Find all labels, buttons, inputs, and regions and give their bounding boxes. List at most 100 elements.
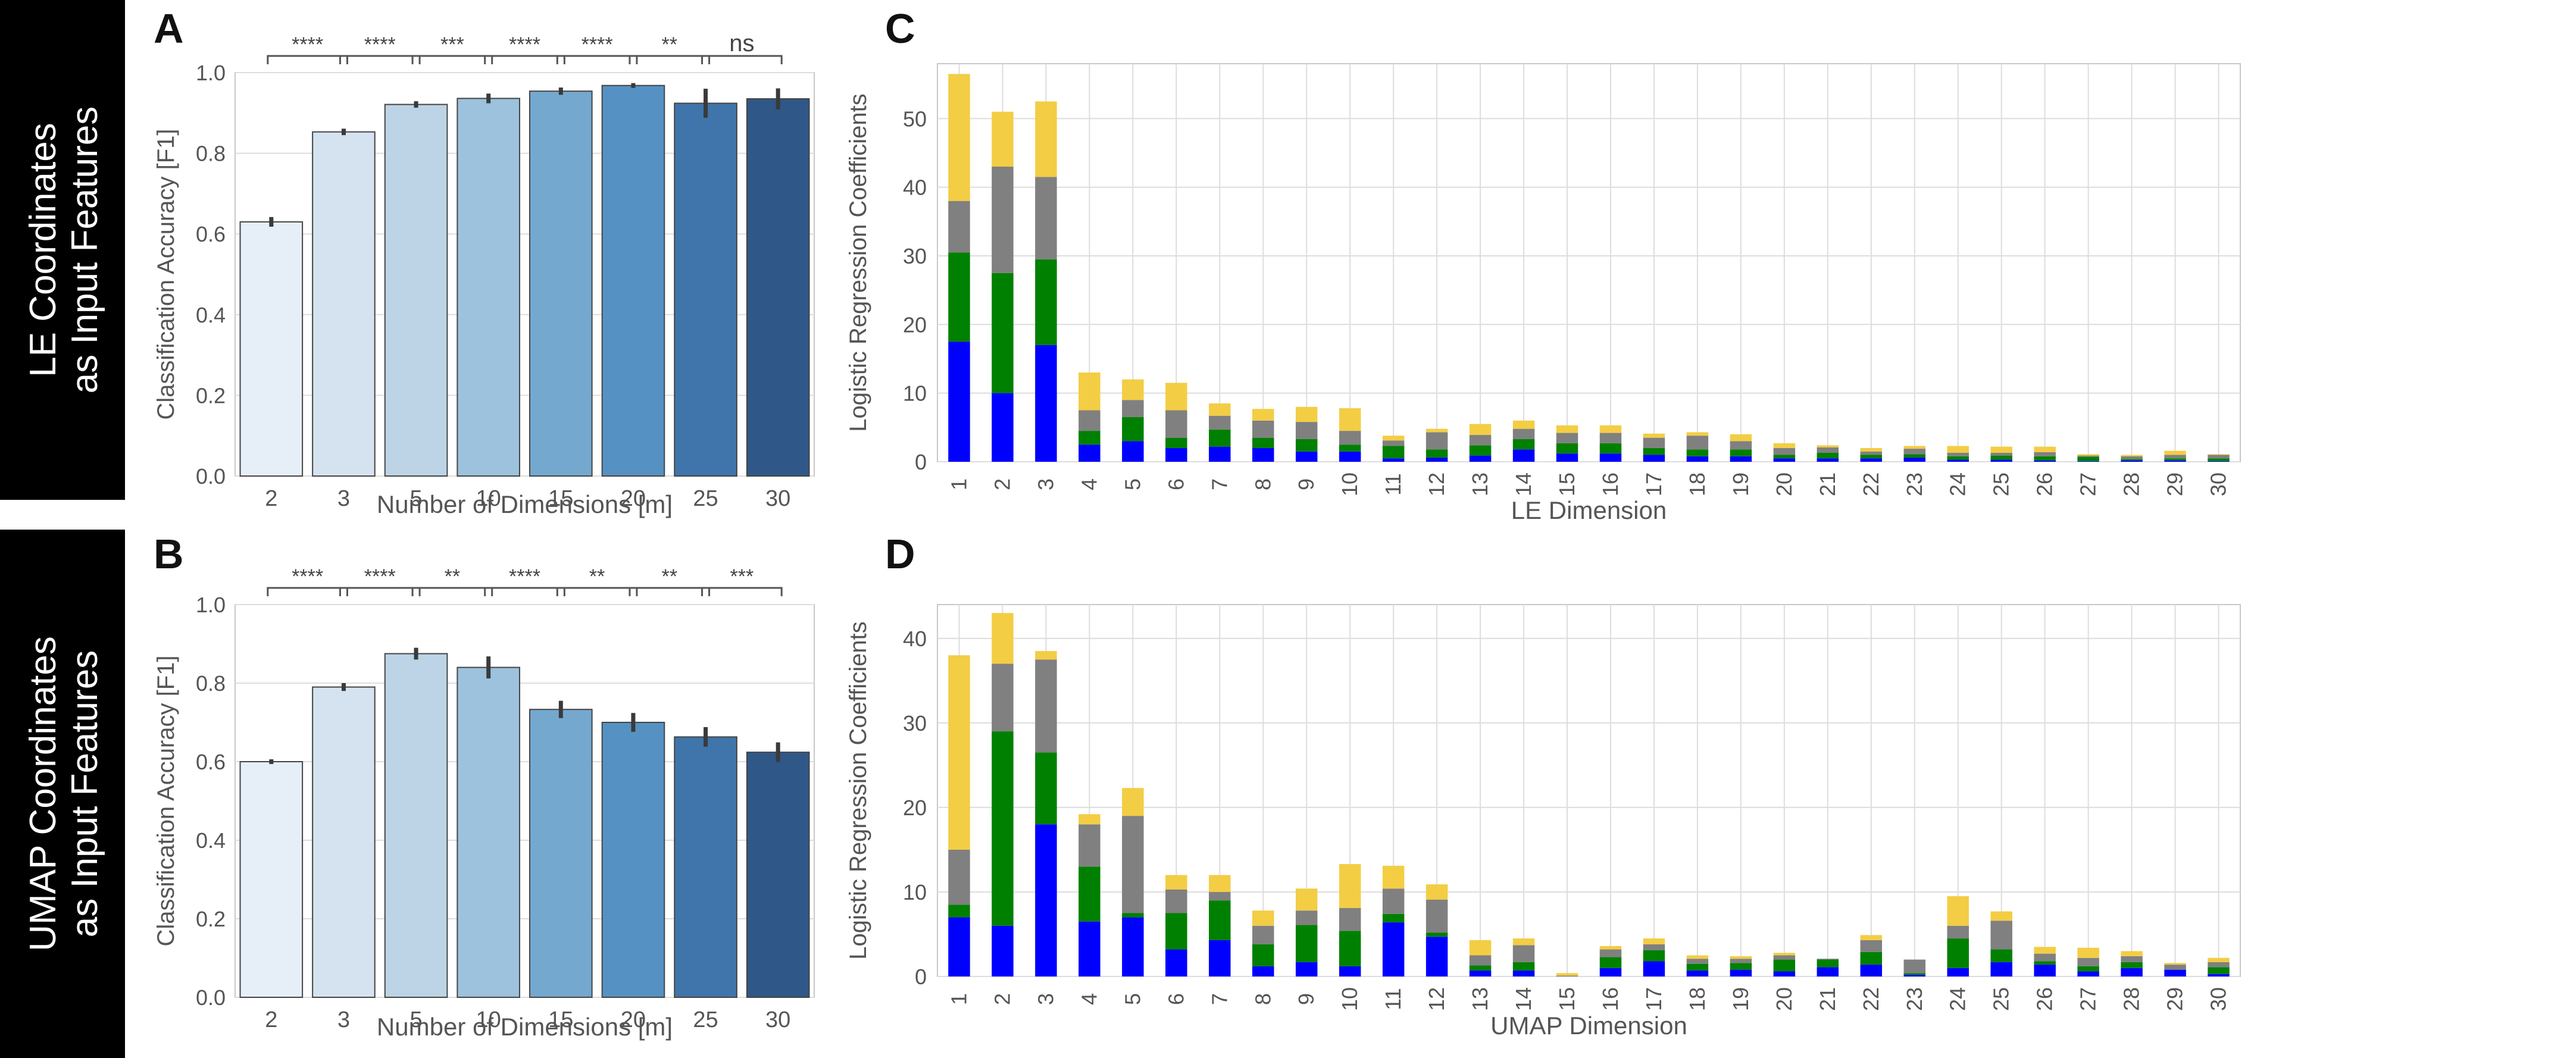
bar-segment-c-green-17	[1643, 447, 1665, 455]
bar-segment-c-blue-13	[1469, 455, 1492, 462]
bar-segment-c-gray-23	[1903, 449, 1925, 455]
bar-segment-d-green-12	[1425, 932, 1448, 937]
significance-bracket-b-2	[411, 587, 493, 596]
side-panel-umap	[0, 530, 125, 1058]
bar-segment-d-green-10	[1339, 931, 1361, 966]
bar-segment-c-green-9	[1295, 439, 1318, 452]
bar-segment-c-gray-10	[1339, 431, 1361, 445]
bar-segment-d-gray-27	[2077, 957, 2099, 966]
bar-segment-c-green-19	[1730, 449, 1752, 456]
bar-segment-d-yellow-26	[2034, 947, 2056, 954]
bar-segment-d-gray-13	[1469, 955, 1492, 966]
bar-segment-c-yellow-2	[992, 111, 1014, 167]
bar-segment-d-green-26	[2034, 961, 2056, 965]
bar-segment-d-green-4	[1078, 866, 1101, 922]
bar-a-10	[457, 98, 520, 477]
bar-segment-c-green-4	[1078, 431, 1101, 445]
bar-a-30	[746, 98, 810, 477]
side-label-umap-line2: as Input Features	[64, 650, 105, 938]
bar-segment-d-blue-30	[2208, 974, 2230, 976]
y-tick-label-c: 10	[903, 381, 927, 406]
bar-segment-c-blue-7	[1209, 446, 1231, 462]
bar-b-5	[384, 653, 448, 998]
bar-segment-c-blue-17	[1643, 455, 1665, 462]
bar-segment-c-gray-17	[1643, 437, 1665, 448]
bar-segment-c-blue-22	[1860, 458, 1883, 462]
plot-frame-c	[937, 63, 2241, 462]
bar-segment-c-gray-5	[1122, 400, 1144, 418]
x-tick-label-d: 14	[1511, 987, 1536, 1011]
bar-segment-c-gray-19	[1730, 441, 1752, 450]
x-axis-label-a: Number of Dimensions [m]	[377, 490, 673, 518]
bar-b-25	[674, 736, 737, 998]
significance-label-a-1: ****	[364, 33, 396, 56]
significance-label-b-0: ****	[292, 565, 323, 588]
x-tick-label-c: 30	[2206, 472, 2231, 496]
plot-frame-d	[937, 604, 2241, 977]
bar-segment-c-green-26	[2034, 456, 2056, 461]
x-tick-label-c: 6	[1164, 478, 1188, 490]
side-label-le-line1: LE Coordinates	[23, 123, 64, 377]
bar-segment-d-yellow-8	[1252, 910, 1274, 926]
x-tick-label-d: 8	[1251, 993, 1275, 1005]
bar-segment-c-green-12	[1425, 449, 1448, 458]
bar-segment-d-gray-9	[1295, 910, 1318, 925]
y-tick-label-a: 0.0	[196, 464, 226, 489]
bar-segment-d-yellow-24	[1947, 896, 1969, 926]
x-axis-label-c: LE Dimension	[1511, 496, 1667, 524]
bar-segment-d-yellow-9	[1295, 888, 1318, 911]
bar-segment-d-blue-11	[1382, 922, 1405, 976]
bar-segment-d-yellow-4	[1078, 814, 1101, 825]
x-tick-label-a: 15	[548, 486, 573, 511]
y-tick-label-b: 0.2	[196, 907, 226, 931]
bar-segment-c-blue-28	[2121, 460, 2143, 462]
bar-segment-c-yellow-10	[1339, 408, 1361, 431]
bar-segment-c-yellow-26	[2034, 446, 2056, 452]
bar-segment-d-gray-17	[1643, 944, 1665, 950]
bar-segment-c-green-30	[2208, 458, 2230, 461]
x-tick-label-c: 8	[1251, 478, 1275, 490]
x-tick-label-c: 2	[990, 478, 1014, 490]
significance-label-a-3: ****	[509, 33, 540, 56]
x-tick-label-c: 1	[946, 478, 971, 490]
bar-segment-d-yellow-3	[1035, 651, 1057, 660]
side-panel-le	[0, 0, 125, 500]
x-tick-label-d: 5	[1120, 993, 1145, 1005]
bar-segment-c-yellow-11	[1382, 436, 1405, 441]
significance-bracket-b-1	[339, 587, 421, 596]
significance-bracket-b-3	[484, 587, 565, 596]
bar-segment-d-blue-20	[1773, 971, 1796, 976]
bar-segment-c-gray-4	[1078, 410, 1101, 431]
bar-segment-d-gray-26	[2034, 953, 2056, 962]
bar-segment-d-blue-7	[1209, 940, 1231, 976]
bar-segment-d-green-14	[1512, 962, 1535, 971]
bar-segment-d-green-16	[1599, 957, 1622, 968]
bar-b-20	[601, 722, 665, 998]
bar-segment-c-green-20	[1773, 455, 1796, 459]
bar-segment-d-green-21	[1817, 959, 1839, 968]
bar-segment-c-yellow-1	[948, 74, 970, 201]
x-tick-label-a: 2	[265, 486, 277, 511]
x-tick-label-d: 17	[1642, 987, 1666, 1011]
x-tick-label-d: 9	[1294, 993, 1318, 1005]
bar-segment-d-blue-8	[1252, 966, 1274, 976]
significance-bracket-b-0	[267, 587, 348, 596]
bar-segment-c-blue-8	[1252, 447, 1274, 462]
bar-segment-d-yellow-20	[1773, 953, 1796, 956]
x-tick-label-d: 3	[1033, 993, 1058, 1005]
side-label-le: LE Coordinates as Input Features	[23, 107, 105, 394]
bar-segment-d-blue-27	[2077, 971, 2099, 976]
x-tick-label-c: 3	[1033, 478, 1058, 490]
panel-letter-c: C	[885, 5, 915, 52]
bar-segment-d-gray-14	[1512, 945, 1535, 962]
bar-segment-c-gray-16	[1599, 433, 1622, 443]
bar-segment-c-green-16	[1599, 443, 1622, 454]
bar-segment-c-yellow-3	[1035, 101, 1057, 177]
bar-segment-c-yellow-25	[1990, 446, 2012, 453]
bar-segment-d-green-24	[1947, 938, 1969, 968]
x-tick-label-d: 15	[1555, 987, 1579, 1011]
bar-segment-c-green-29	[2164, 458, 2186, 461]
bar-segment-d-green-2	[992, 731, 1014, 926]
